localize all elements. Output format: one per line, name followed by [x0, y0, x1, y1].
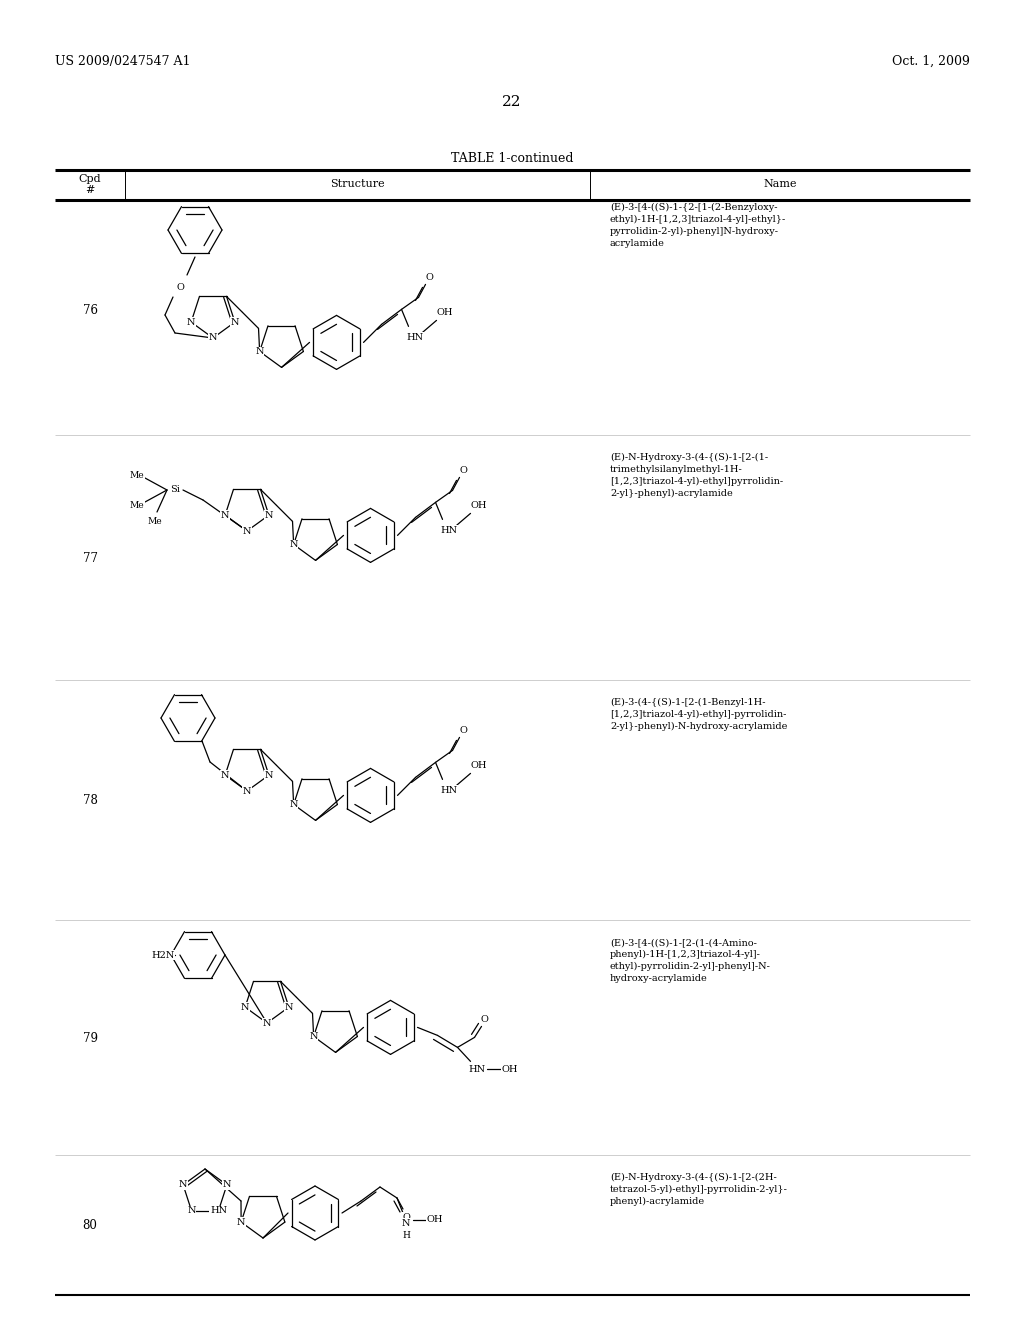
Text: HN: HN	[440, 525, 457, 535]
Text: N: N	[263, 1019, 271, 1027]
Text: N: N	[290, 540, 298, 549]
Text: N: N	[243, 527, 251, 536]
Text: OH: OH	[470, 760, 486, 770]
Text: N: N	[401, 1218, 411, 1228]
Text: OH: OH	[470, 500, 486, 510]
Text: OH: OH	[436, 308, 453, 317]
Text: Me: Me	[130, 470, 144, 479]
Text: H: H	[402, 1230, 410, 1239]
Text: Me: Me	[147, 517, 163, 527]
Text: O: O	[402, 1213, 410, 1221]
Text: N: N	[255, 347, 264, 356]
Text: O: O	[480, 1015, 488, 1024]
Text: N: N	[221, 771, 229, 780]
Text: N: N	[285, 1003, 293, 1011]
Text: N: N	[186, 318, 196, 326]
Text: Cpd: Cpd	[79, 174, 101, 183]
Text: 76: 76	[83, 304, 97, 317]
Text: HN: HN	[440, 785, 457, 795]
Text: HN: HN	[406, 333, 423, 342]
Text: O: O	[426, 273, 433, 282]
Text: O: O	[460, 726, 468, 735]
Text: N: N	[237, 1217, 246, 1226]
Text: O: O	[176, 282, 184, 292]
Text: N: N	[264, 771, 273, 780]
Text: OH: OH	[502, 1065, 518, 1074]
Text: N: N	[290, 800, 298, 809]
Text: Name: Name	[763, 180, 797, 189]
Text: Me: Me	[130, 500, 144, 510]
Text: 22: 22	[502, 95, 522, 110]
Text: US 2009/0247547 A1: US 2009/0247547 A1	[55, 55, 190, 69]
Text: N: N	[230, 318, 240, 326]
Text: N: N	[209, 334, 217, 342]
Text: O: O	[460, 466, 468, 475]
Text: HN: HN	[468, 1065, 485, 1074]
Text: N: N	[221, 511, 229, 520]
Text: TABLE 1-continued: TABLE 1-continued	[451, 152, 573, 165]
Text: 78: 78	[83, 795, 97, 807]
Text: (E)-N-Hydroxy-3-(4-{(S)-1-[2-(2H-
tetrazol-5-yl)-ethyl]-pyrrolidin-2-yl}-
phenyl: (E)-N-Hydroxy-3-(4-{(S)-1-[2-(2H- tetraz…	[610, 1173, 787, 1206]
Text: (E)-3-[4-((S)-1-[2-(1-(4-Amino-
phenyl)-1H-[1,2,3]triazol-4-yl]-
ethyl)-pyrrolid: (E)-3-[4-((S)-1-[2-(1-(4-Amino- phenyl)-…	[610, 939, 771, 983]
Text: N: N	[187, 1206, 196, 1216]
Text: 79: 79	[83, 1031, 97, 1044]
Text: OH: OH	[427, 1216, 443, 1225]
Text: H2N: H2N	[152, 950, 175, 960]
Text: N: N	[241, 1003, 250, 1011]
Text: N: N	[264, 511, 273, 520]
Text: N: N	[222, 1180, 231, 1189]
Text: (E)-3-(4-{(S)-1-[2-(1-Benzyl-1H-
[1,2,3]triazol-4-yl)-ethyl]-pyrrolidin-
2-yl}-p: (E)-3-(4-{(S)-1-[2-(1-Benzyl-1H- [1,2,3]…	[610, 698, 787, 731]
Text: N: N	[243, 787, 251, 796]
Text: 77: 77	[83, 552, 97, 565]
Text: (E)-3-[4-((S)-1-{2-[1-(2-Benzyloxy-
ethyl)-1H-[1,2,3]triazol-4-yl]-ethyl}-
pyrro: (E)-3-[4-((S)-1-{2-[1-(2-Benzyloxy- ethy…	[610, 203, 786, 248]
Text: HN: HN	[210, 1206, 227, 1216]
Text: 80: 80	[83, 1218, 97, 1232]
Text: #: #	[85, 185, 94, 195]
Text: Oct. 1, 2009: Oct. 1, 2009	[892, 55, 970, 69]
Text: Si: Si	[170, 486, 180, 495]
Text: N: N	[179, 1180, 187, 1189]
Text: Structure: Structure	[330, 180, 384, 189]
Text: N: N	[309, 1032, 317, 1041]
Text: (E)-N-Hydroxy-3-(4-{(S)-1-[2-(1-
trimethylsilanylmethyl-1H-
[1,2,3]triazol-4-yl): (E)-N-Hydroxy-3-(4-{(S)-1-[2-(1- trimeth…	[610, 453, 783, 498]
